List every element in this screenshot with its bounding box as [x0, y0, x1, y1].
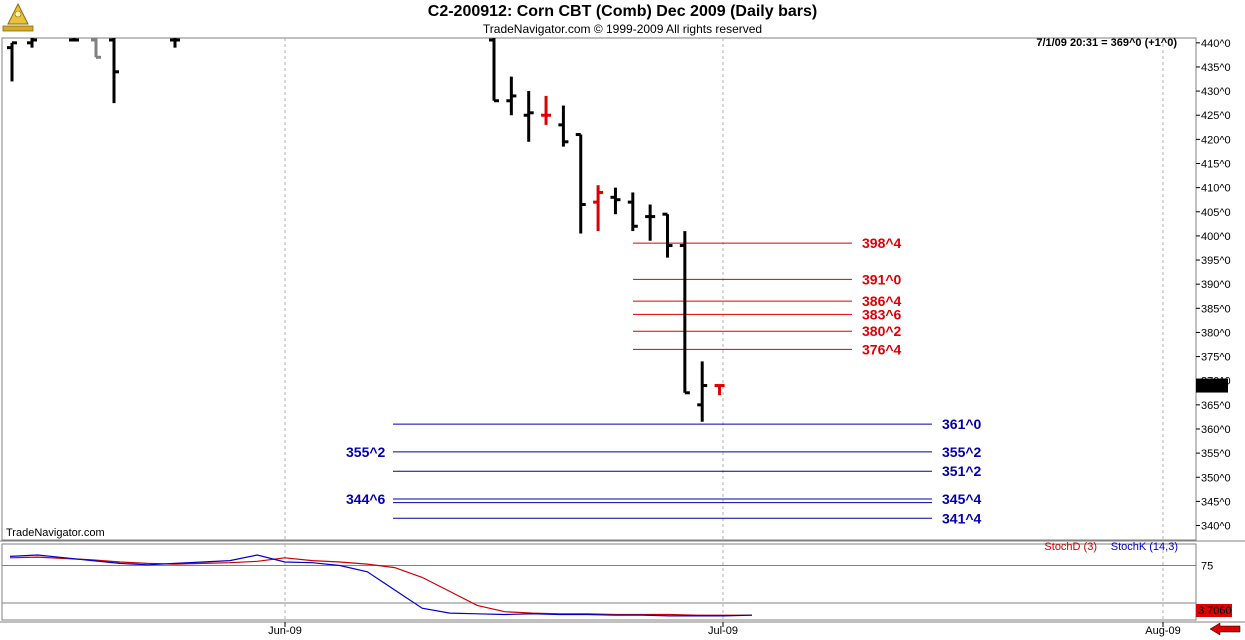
- support-level-label: 341^4: [942, 510, 982, 526]
- price-readout: 7/1/09 20:31 = 369^0 (+1^0): [1036, 37, 1177, 49]
- oscillator-value-label: 3.7060: [1198, 605, 1232, 617]
- support-level-left-label: 344^6: [346, 491, 386, 507]
- resistance-level-label: 383^6: [862, 306, 902, 322]
- y-tick-label: 340^0: [1201, 521, 1231, 533]
- resistance-level-label: 391^0: [862, 271, 902, 287]
- y-tick-label: 405^0: [1201, 207, 1231, 219]
- support-level-label: 355^2: [942, 444, 982, 460]
- y-tick-label: 440^0: [1201, 38, 1231, 50]
- price-bar: [610, 187, 621, 215]
- y-tick-label: 395^0: [1201, 255, 1231, 267]
- watermark: TradeNavigator.com: [6, 527, 105, 539]
- price-bar: [697, 361, 708, 422]
- y-tick-label: 390^0: [1201, 279, 1231, 291]
- y-tick-label: 385^0: [1201, 303, 1231, 315]
- price-bar: [523, 91, 534, 142]
- support-level-label: 361^0: [942, 416, 982, 432]
- last-price-tag: [1196, 378, 1228, 393]
- y-tick-label: 410^0: [1201, 183, 1231, 195]
- y-tick-label: 430^0: [1201, 86, 1231, 98]
- price-bar: [714, 384, 725, 396]
- x-tick-label: Jul-09: [708, 625, 738, 637]
- oscillator-tick-label: 75: [1201, 561, 1213, 573]
- support-level-label: 351^2: [942, 463, 982, 479]
- price-bar: [7, 41, 17, 82]
- price-bar: [645, 204, 656, 241]
- price-panel-frame: [1, 37, 1197, 541]
- y-tick-label: 420^0: [1201, 134, 1231, 146]
- y-tick-label: 375^0: [1201, 352, 1231, 364]
- resistance-level-label: 380^2: [862, 323, 902, 339]
- stochk-legend: StochK (14,3): [1111, 541, 1178, 553]
- support-level-left-label: 355^2: [346, 444, 386, 460]
- y-tick-label: 380^0: [1201, 327, 1231, 339]
- price-bar: [679, 231, 690, 395]
- x-tick-label: Jun-09: [268, 625, 302, 637]
- y-tick-label: 355^0: [1201, 448, 1231, 460]
- stochd-legend: StochD (3): [1044, 541, 1097, 553]
- y-tick-label: 425^0: [1201, 110, 1231, 122]
- y-tick-label: 415^0: [1201, 159, 1231, 171]
- last-price-label: 369^0: [1198, 381, 1228, 393]
- y-tick-label: 365^0: [1201, 400, 1231, 412]
- price-bar: [575, 133, 586, 234]
- resistance-level-label: 386^4: [862, 293, 902, 309]
- stochk-line: [9, 554, 753, 617]
- price-bar: [489, 38, 499, 103]
- copyright-notice: TradeNavigator.com © 1999-2009 All right…: [482, 22, 763, 36]
- resistance-level-label: 376^4: [862, 341, 902, 357]
- x-tick-label: Aug-09: [1145, 625, 1180, 637]
- price-bar: [506, 76, 517, 116]
- stochd-line: [9, 556, 752, 616]
- oscillator-value-tag: [1196, 604, 1232, 617]
- resistance-level-label: 398^4: [862, 235, 902, 251]
- y-tick-label: 345^0: [1201, 496, 1231, 508]
- y-tick-label: 400^0: [1201, 231, 1231, 243]
- price-bar: [69, 38, 79, 42]
- price-bar: [109, 38, 119, 104]
- price-bar: [662, 212, 673, 258]
- price-bar: [170, 38, 180, 48]
- price-bar: [627, 192, 638, 232]
- oscillator-panel-frame: [1, 543, 1197, 621]
- y-tick-label: 350^0: [1201, 472, 1231, 484]
- price-bar: [593, 185, 604, 232]
- y-tick-label: 360^0: [1201, 424, 1231, 436]
- price-bar: [558, 105, 569, 147]
- left-arrow-icon[interactable]: [1209, 622, 1241, 636]
- price-bar: [27, 38, 37, 48]
- trade-navigator-logo[interactable]: [2, 2, 34, 32]
- y-tick-label: 435^0: [1201, 62, 1231, 74]
- price-bar: [541, 95, 552, 125]
- chart-header: C2-200912: Corn CBT (Comb) Dec 2009 (Dai…: [0, 0, 1245, 38]
- support-level-label: 345^4: [942, 491, 982, 507]
- chart-title: C2-200912: Corn CBT (Comb) Dec 2009 (Dai…: [427, 3, 818, 20]
- price-bar: [91, 38, 101, 59]
